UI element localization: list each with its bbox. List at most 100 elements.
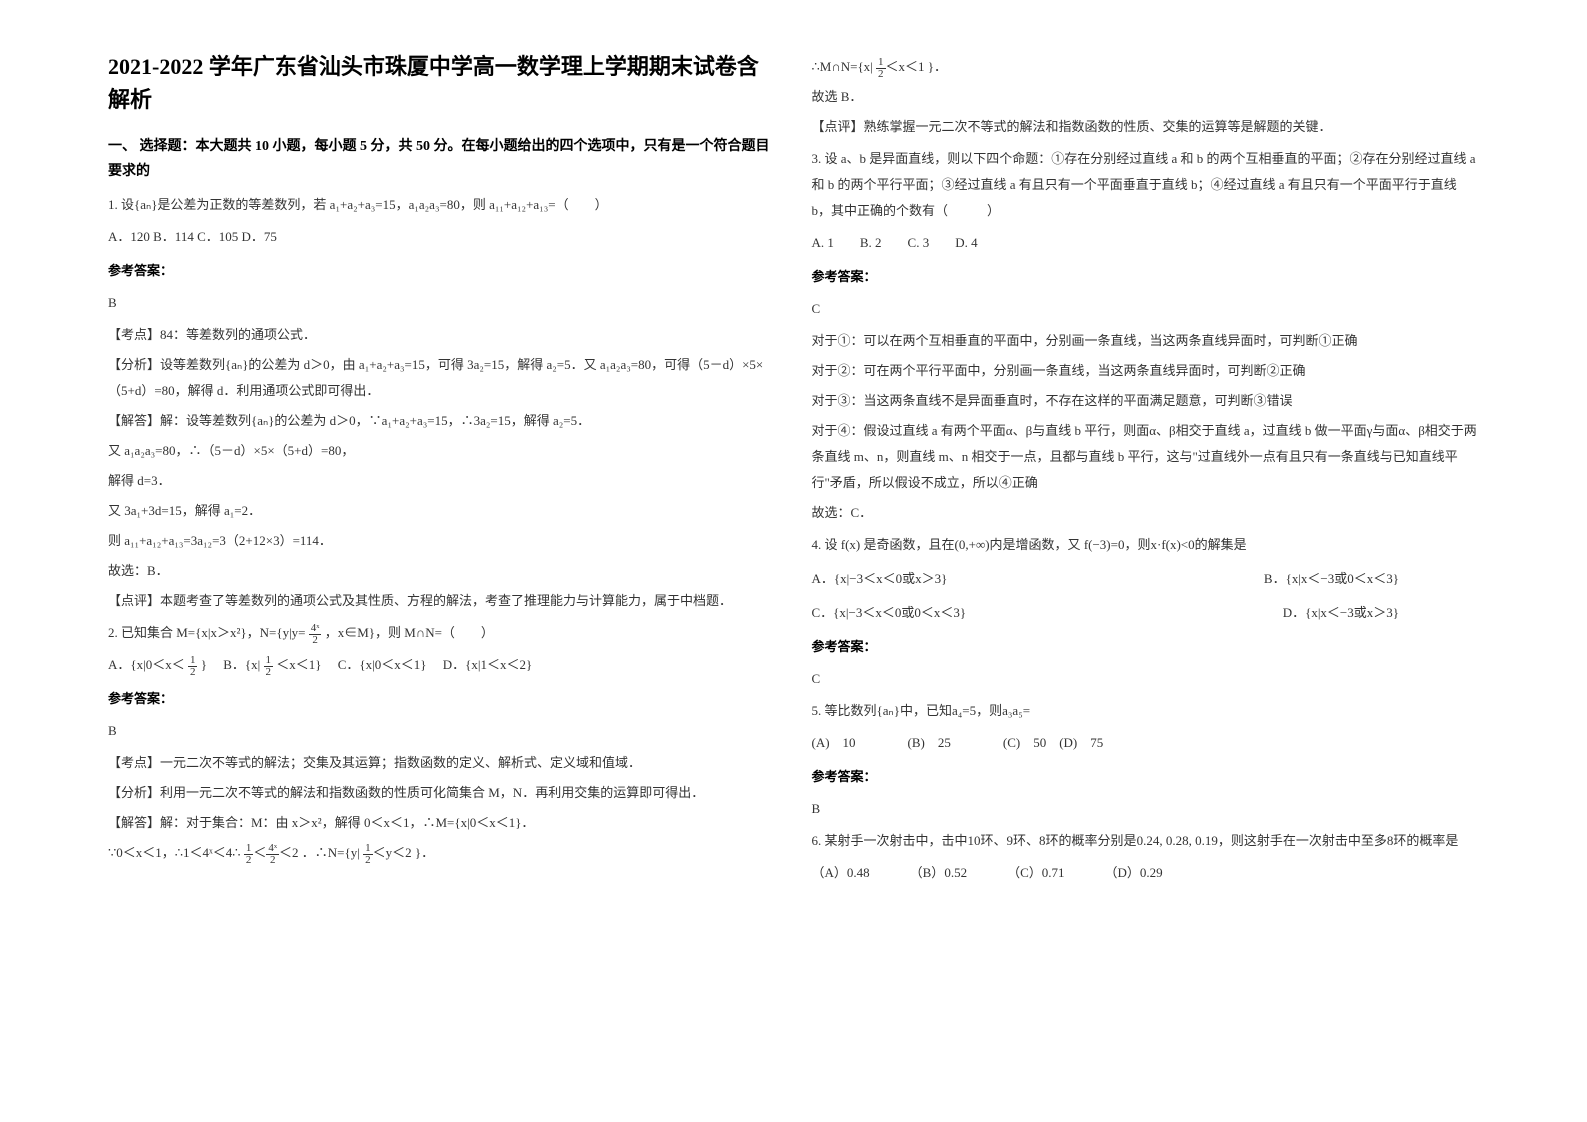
q2-optB-a: B．{x| (223, 657, 260, 672)
q5-a: 5. 等比数列 (812, 703, 877, 718)
q2-jieda2: ∵0＜x＜1，∴1＜4ˣ＜4∴ 12＜4ˣ2＜2 ．∴N={y| 12＜y＜2 … (108, 840, 776, 866)
q3-e4: 对于④：假设过直线 a 有两个平面α、β与直线 b 平行，则面α、β相交于直线 … (812, 418, 1480, 496)
q5-options: (A) 10 (B) 25 (C) 50 (D) 75 (812, 730, 1480, 756)
q3-e2: 对于②：可在两个平行平面中，分别画一条直线，当这两条直线异面时，可判断②正确 (812, 358, 1480, 384)
q4-opts-row1: A．{x|−3＜x＜0或x＞3} B．{x|x＜−3或0＜x＜3} (812, 566, 1480, 592)
q6-f: 环的概率是 (1393, 833, 1458, 848)
q4-optD: D．{x|x＜−3或x＞3} (1283, 600, 1399, 626)
q6-optA: （A）0.48 (812, 860, 870, 886)
q5-an: {aₙ} (877, 703, 900, 718)
q4-xfx: x·f(x)<0 (1150, 537, 1194, 552)
q5-d: = (1023, 703, 1030, 718)
q4-d: ，则 (1124, 537, 1150, 552)
q4-c: 内是增函数，又 (990, 537, 1084, 552)
q4-optA: A．{x|−3＜x＜0或x＞3} (812, 566, 948, 592)
q3-answer: C (812, 296, 1480, 322)
section-1-heading: 一、 选择题：本大题共 10 小题，每小题 5 分，共 50 分。在每小题给出的… (108, 134, 776, 184)
q1-jieda6: 故选：B． (108, 558, 776, 584)
q1-fenxi: 【分析】设等差数列{aₙ}的公差为 d＞0，由 a₁+a₂+a₃=15，可得 3… (108, 352, 776, 404)
q6-optC: （C）0.71 (1007, 860, 1064, 886)
q6-d: 环的概率分别是 (1046, 833, 1137, 848)
q4-fx: f(x) (841, 537, 861, 552)
q4-interval: (0,+∞) (955, 537, 990, 552)
q3-answer-label: 参考答案： (812, 264, 1480, 290)
q2-optC: C．{x|0＜x＜1} (338, 657, 427, 672)
q4-fneg3: f(−3)=0 (1084, 537, 1125, 552)
q6-r10: 10 (968, 833, 981, 848)
q2-jieda1: 【解答】解：对于集合：M：由 x＞x²，解得 0＜x＜1，∴M={x|0＜x＜1… (108, 810, 776, 836)
q1-options: A．120 B．114 C．105 D．75 (108, 224, 776, 250)
q1-jieda1: 【解答】解：设等差数列{aₙ}的公差为 d＞0，∵a₁+a₂+a₃=15，∴3a… (108, 408, 776, 434)
q1-jieda5: 则 a₁₁+a₁₂+a₁₃=3a₁₂=3（2+12×3）=114． (108, 528, 776, 554)
q2-col2-1: ∴M∩N={x| 12＜x＜1 }． (812, 54, 1480, 80)
q5-answer: B (812, 796, 1480, 822)
q1-jieda3: 解得 d=3． (108, 468, 776, 494)
right-column: ∴M∩N={x| 12＜x＜1 }． 故选 B． 【点评】熟练掌握一元二次不等式… (794, 50, 1498, 1082)
lt-1: ＜ (253, 845, 266, 860)
q2-optD: D．{x|1＜x＜2} (443, 657, 532, 672)
frac-half-3: 12 (244, 843, 254, 866)
frac-4x-over-2: 4ˣ2 (309, 623, 322, 646)
q2-col2-2: 故选 B． (812, 84, 1480, 110)
q1-kaodian: 【考点】84：等差数列的通项公式． (108, 322, 776, 348)
left-column: 2021-2022 学年广东省汕头市珠厦中学高一数学理上学期期末试卷含解析 一、… (90, 50, 794, 1082)
q6-text: 6. 某射手一次射击中，击中10环、9环、8环的概率分别是0.24, 0.28,… (812, 828, 1480, 854)
frac-4x-over-2b: 4ˣ2 (266, 843, 279, 866)
q4-answer: C (812, 666, 1480, 692)
q2-options: A．{x|0＜x＜ 12 } B．{x| 12 ＜x＜1} C．{x|0＜x＜1… (108, 652, 776, 678)
q1-jieda2: 又 a₁a₂a₃=80，∴（5－d）×5×（5+d）=80， (108, 438, 776, 464)
frac-half-2: 12 (264, 655, 274, 678)
half-lt-x-lt-1: ＜x＜1 (886, 59, 925, 74)
q2-answer-label: 参考答案： (108, 686, 776, 712)
q2-col2-1-b: }． (928, 59, 947, 74)
q3-e5: 故选：C． (812, 500, 1480, 526)
q2-text-b: ，x∈M}，则 M∩N=（ ） (325, 625, 494, 640)
q3-e1: 对于①：可以在两个互相垂直的平面中，分别画一条直线，当这两条直线异面时，可判断①… (812, 328, 1480, 354)
q2-col2-1-a: ∴M∩N={x| (812, 59, 873, 74)
q3-options: A. 1 B. 2 C. 3 D. 4 (812, 230, 1480, 256)
q2-optA-a: A．{x|0＜x＜ (108, 657, 185, 672)
lt2: ＜2 (279, 845, 299, 860)
q5-answer-label: 参考答案： (812, 764, 1480, 790)
q1-answer-label: 参考答案： (108, 258, 776, 284)
q5-b: 中，已知 (900, 703, 952, 718)
frac-half-5: 12 (876, 57, 886, 80)
q4-opts-row2: C．{x|−3＜x＜0或0＜x＜3} D．{x|x＜−3或x＞3} (812, 600, 1480, 626)
q4-optC: C．{x|−3＜x＜0或0＜x＜3} (812, 600, 967, 626)
frac-half-1: 12 (188, 655, 198, 678)
q2-text: 2. 已知集合 M={x|x＞x²}，N={y|y= 4ˣ2 ，x∈M}，则 M… (108, 620, 776, 646)
q5-text: 5. 等比数列{aₙ}中，已知a₄=5，则a₃a₅= (812, 698, 1480, 724)
q2-optB-b: ＜x＜1} (276, 657, 321, 672)
q4-a: 4. 设 (812, 537, 841, 552)
doc-title: 2021-2022 学年广东省汕头市珠厦中学高一数学理上学期期末试卷含解析 (108, 50, 776, 116)
q4-optB: B．{x|x＜−3或0＜x＜3} (1264, 566, 1399, 592)
q6-a: 6. 某射手一次射击中，击中 (812, 833, 968, 848)
q6-e: ，则这射手在一次射击中至多 (1218, 833, 1387, 848)
q2-kaodian: 【考点】一元二次不等式的解法；交集及其运算；指数函数的定义、解析式、定义域和值域… (108, 750, 776, 776)
q5-c: ，则 (976, 703, 1002, 718)
q2-jieda2-b: ．∴N={y| (302, 845, 360, 860)
q2-jieda2-a: ∵0＜x＜1，∴1＜4ˣ＜4∴ (108, 845, 241, 860)
q2-fenxi: 【分析】利用一元二次不等式的解法和指数函数的性质可化简集合 M，N．再利用交集的… (108, 780, 776, 806)
q1-text: 1. 设{aₙ}是公差为正数的等差数列，若 a₁+a₂+a₃=15，a₁a₂a₃… (108, 192, 776, 218)
q6-optB: （B）0.52 (910, 860, 967, 886)
q5-a3a5: a₃a₅ (1002, 703, 1023, 718)
q4-text: 4. 设 f(x) 是奇函数，且在(0,+∞)内是增函数，又 f(−3)=0，则… (812, 532, 1480, 558)
q6-optD: （D）0.29 (1104, 860, 1162, 886)
q5-a4: a₄=5 (952, 703, 976, 718)
q6-c: 环、 (1013, 833, 1039, 848)
q6-b: 环、 (981, 833, 1007, 848)
q3-text: 3. 设 a、b 是异面直线，则以下四个命题：①存在分别经过直线 a 和 b 的… (812, 146, 1480, 224)
q2-dianping: 【点评】熟练掌握一元二次不等式的解法和指数函数的性质、交集的运算等是解题的关键． (812, 114, 1480, 140)
q4-answer-label: 参考答案： (812, 634, 1480, 660)
q2-jieda2-c: }． (415, 845, 434, 860)
q2-optA-b: } (201, 657, 207, 672)
q1-jieda4: 又 3a₁+3d=15，解得 a₁=2． (108, 498, 776, 524)
q1-answer: B (108, 290, 776, 316)
q6-options: （A）0.48 （B）0.52 （C）0.71 （D）0.29 (812, 860, 1480, 886)
q2-answer: B (108, 718, 776, 744)
q6-probs: 0.24, 0.28, 0.19 (1137, 833, 1218, 848)
q1-dianping: 【点评】本题考查了等差数列的通项公式及其性质、方程的解法，考查了推理能力与计算能… (108, 588, 776, 614)
frac-half-4: 12 (363, 843, 373, 866)
q3-e3: 对于③：当这两条直线不是异面垂直时，不存在这样的平面满足题意，可判断③错误 (812, 388, 1480, 414)
